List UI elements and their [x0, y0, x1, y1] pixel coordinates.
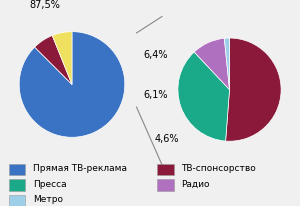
Text: 6,1%: 6,1% — [143, 90, 168, 100]
Text: Пресса: Пресса — [33, 180, 66, 189]
Text: Радио: Радио — [181, 180, 210, 189]
Text: Прямая ТВ-реклама: Прямая ТВ-реклама — [33, 164, 127, 173]
Text: 4,6%: 4,6% — [155, 134, 179, 144]
Text: ТВ-спонсорство: ТВ-спонсорство — [181, 164, 256, 173]
Text: 87,5%: 87,5% — [30, 0, 61, 10]
FancyBboxPatch shape — [158, 164, 174, 176]
Wedge shape — [224, 38, 230, 90]
Wedge shape — [35, 35, 72, 84]
Wedge shape — [178, 52, 230, 141]
FancyBboxPatch shape — [158, 179, 174, 191]
Wedge shape — [194, 38, 230, 90]
Wedge shape — [19, 32, 125, 137]
Wedge shape — [226, 38, 281, 141]
FancyBboxPatch shape — [9, 179, 25, 191]
FancyBboxPatch shape — [9, 164, 25, 176]
FancyBboxPatch shape — [9, 195, 25, 206]
Wedge shape — [52, 32, 72, 84]
Text: 6,4%: 6,4% — [143, 50, 168, 60]
Text: Метро: Метро — [33, 195, 63, 204]
